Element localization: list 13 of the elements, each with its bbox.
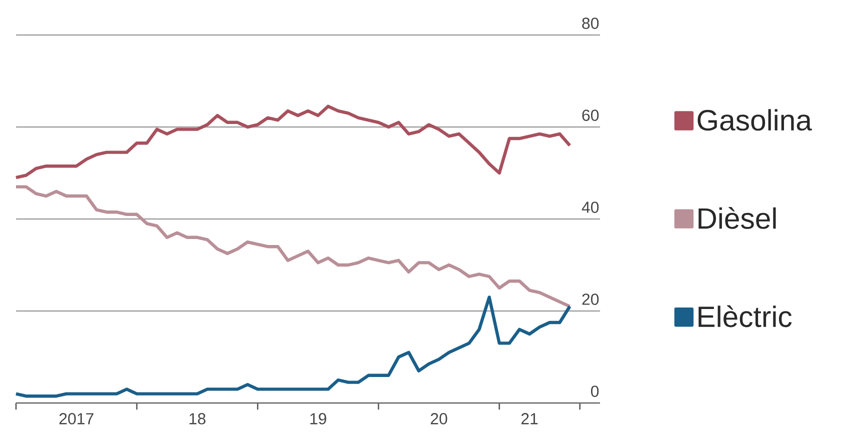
x-tick-label: 20 — [430, 413, 448, 424]
x-tick-label: 21 — [521, 413, 538, 424]
y-tick-label: 20 — [582, 294, 599, 305]
y-tick-label: 40 — [582, 202, 599, 213]
y-tick-label: 80 — [582, 18, 599, 29]
y-tick-label: 0 — [591, 386, 599, 397]
legend-label: Gasolina — [698, 109, 812, 131]
legend-label: Elèctric — [698, 305, 792, 328]
x-tick-label: 2017 — [59, 413, 94, 424]
y-tick-label: 60 — [582, 110, 599, 121]
x-tick-label: 18 — [190, 413, 206, 424]
legend-label: Dièsel — [698, 207, 776, 229]
x-tick-label: 19 — [310, 413, 326, 424]
